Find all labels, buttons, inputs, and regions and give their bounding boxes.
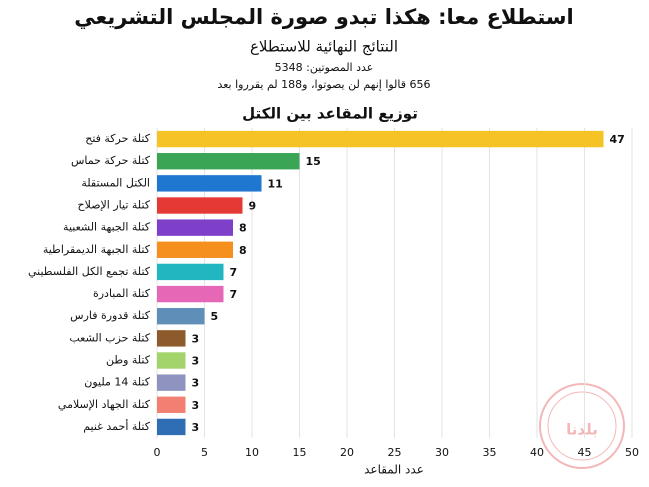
x-tick-label: 30	[435, 446, 449, 459]
y-tick-label: كتلة حركة حماس	[71, 154, 151, 167]
x-tick-label: 50	[625, 446, 639, 459]
value-label: 7	[230, 288, 238, 301]
y-tick-label: كتلة تيار الإصلاح	[78, 199, 151, 212]
watermark-logo: بلدنا	[539, 383, 625, 469]
y-tick-label: كتلة 14 مليون	[84, 376, 150, 389]
y-tick-label: كتلة قدورة فارس	[70, 309, 151, 322]
y-tick-label: كتلة وطن	[106, 354, 151, 367]
bar	[157, 374, 186, 391]
y-tick-label: كتلة الجبهة الشعبية	[63, 221, 151, 234]
x-tick-label: 20	[340, 446, 354, 459]
plot-title: توزيع المقاعد بين الكتل	[242, 105, 418, 123]
x-tick-label: 5	[201, 446, 208, 459]
logo-ring	[547, 391, 617, 461]
y-tick-label: كتلة الجهاد الإسلامي	[58, 398, 151, 411]
x-tick-label: 40	[530, 446, 544, 459]
y-tick-label: كتلة تجمع الكل الفلسطيني	[28, 265, 151, 278]
value-label: 47	[610, 133, 625, 146]
subtitle: النتائج النهائية للاستطلاع	[250, 38, 398, 56]
x-tick-label: 45	[578, 446, 592, 459]
bar	[157, 130, 604, 148]
y-tick-label: كتلة حركة فتح	[85, 132, 151, 145]
bar	[157, 263, 224, 281]
value-label: 3	[192, 399, 200, 412]
y-tick-label: كتلة المبادرة	[93, 287, 151, 300]
y-tick-label: كتلة الجبهة الديمقراطية	[43, 243, 151, 256]
x-axis-label: عدد المقاعد	[364, 463, 424, 477]
y-tick-label: الكتل المستقلة	[81, 176, 150, 189]
value-label: 3	[192, 355, 200, 368]
y-tick-label: كتلة أحمد غنيم	[83, 419, 151, 433]
bar	[157, 418, 186, 436]
note: 656 قالوا إنهم لن يصوتوا، و188 لم يقرروا…	[217, 78, 430, 91]
bar	[157, 175, 262, 192]
value-label: 8	[239, 244, 247, 257]
grid	[156, 128, 633, 438]
bar	[157, 241, 233, 258]
y-tick-label: كتلة حزب الشعب	[69, 331, 150, 344]
x-tick-label: 25	[388, 446, 402, 459]
value-label: 8	[239, 222, 247, 235]
bar	[157, 330, 186, 347]
note: عدد المصوتين: 5348	[275, 61, 374, 74]
logo-ring	[539, 383, 625, 469]
value-label: 3	[192, 421, 200, 434]
x-tick-label: 0	[154, 446, 161, 459]
watermark: بلدنا	[566, 421, 598, 439]
value-label: 15	[306, 155, 321, 168]
value-label: 3	[192, 377, 200, 390]
value-label: 11	[268, 177, 283, 190]
x-tick-label: 15	[293, 446, 307, 459]
value-label: 5	[211, 310, 219, 323]
value-label: 7	[230, 266, 238, 279]
bar	[157, 197, 243, 214]
bar	[157, 396, 186, 413]
bar	[157, 308, 205, 325]
bar	[157, 285, 224, 303]
x-tick-label: 35	[483, 446, 497, 459]
value-label: 3	[192, 332, 200, 345]
x-tick-label: 10	[245, 446, 259, 459]
bar	[157, 219, 233, 236]
value-label: 9	[249, 200, 257, 213]
chart-title: استطلاع معا: هكذا تبدو صورة المجلس التشر…	[74, 5, 574, 29]
bar	[157, 153, 300, 170]
bar	[157, 352, 186, 369]
